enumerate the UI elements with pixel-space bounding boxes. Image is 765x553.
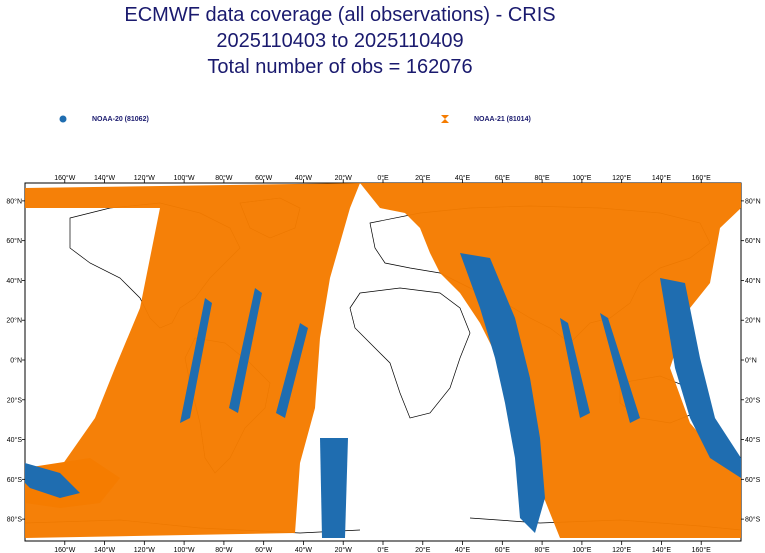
title-line-3: Total number of obs = 162076 — [207, 56, 473, 78]
lon-tick-label: 120°E — [612, 546, 631, 553]
lon-tick-label: 80°W — [215, 174, 233, 182]
lon-tick-label: 20°E — [415, 174, 431, 182]
lon-tick-label: 0°E — [377, 546, 389, 553]
lon-tick-label: 40°E — [455, 174, 471, 182]
lon-tick-label: 100°W — [174, 174, 195, 182]
circle-marker-icon — [59, 115, 67, 123]
lon-tick-label: 100°E — [572, 546, 591, 553]
noaa20-swath-tracks — [25, 253, 741, 538]
legend-item-noaa21: NOAA-21 (81014) — [440, 114, 531, 124]
lon-tick-label: 60°W — [255, 546, 273, 553]
title-line-2: 2025110403 to 2025110409 — [216, 30, 464, 52]
lat-tick-label: 80°N — [745, 197, 761, 205]
lon-ticks-top: 160°W 140°W 120°W 100°W 80°W 60°W 40°W 20°W 0°E 2… — [54, 174, 711, 183]
lon-tick-label: 140°W — [94, 174, 115, 182]
lat-tick-label: 40°N — [6, 277, 22, 285]
hourglass-marker-icon — [441, 115, 449, 123]
lon-tick-label: 80°E — [534, 546, 550, 553]
lon-tick-label: 40°E — [455, 546, 471, 553]
legend-label-noaa20: NOAA-20 (81062) — [92, 115, 149, 123]
lat-tick-label: 80°S — [7, 516, 23, 524]
lon-tick-label: 60°E — [495, 546, 511, 553]
lat-tick-label: 40°N — [745, 277, 761, 285]
lat-tick-label: 0°N — [745, 357, 757, 365]
lon-tick-label: 20°W — [335, 546, 353, 553]
lon-tick-label: 20°W — [335, 174, 353, 182]
lon-tick-label: 60°W — [255, 174, 273, 182]
lat-tick-label: 80°S — [745, 516, 761, 524]
coverage-map: 160°W 140°W 120°W 100°W 80°W 60°W 40°W 20°W 0°E 2… — [6, 174, 761, 553]
lon-tick-label: 40°W — [295, 546, 313, 553]
lat-tick-label: 60°N — [745, 237, 761, 245]
lon-tick-label: 160°E — [692, 174, 711, 182]
lon-tick-label: 140°E — [652, 174, 671, 182]
legend-label-noaa21: NOAA-21 (81014) — [474, 115, 531, 123]
lat-tick-label: 60°S — [745, 476, 761, 484]
lon-tick-label: 140°E — [652, 546, 671, 553]
lon-tick-label: 160°W — [54, 546, 75, 553]
lon-tick-label: 20°E — [415, 546, 431, 553]
lon-tick-label: 80°E — [534, 174, 550, 182]
lon-tick-label: 100°W — [174, 546, 195, 553]
lon-tick-label: 40°W — [295, 174, 313, 182]
lat-tick-label: 20°N — [6, 317, 22, 325]
lon-tick-label: 60°E — [495, 174, 511, 182]
title-block: ECMWF data coverage (all observations) -… — [0, 2, 680, 80]
lat-tick-label: 20°S — [745, 396, 761, 404]
legend-item-noaa20: NOAA-20 (81062) — [58, 114, 149, 124]
lat-tick-label: 20°S — [7, 396, 23, 404]
lon-tick-label: 140°W — [94, 546, 115, 553]
lon-tick-label: 120°E — [612, 174, 631, 182]
title-line-1: ECMWF data coverage (all observations) -… — [124, 4, 556, 26]
lon-tick-label: 120°W — [134, 174, 155, 182]
lat-tick-label: 20°N — [745, 317, 761, 325]
lon-tick-label: 100°E — [572, 174, 591, 182]
lon-tick-label: 80°W — [215, 546, 233, 553]
lon-tick-label: 160°E — [692, 546, 711, 553]
lat-ticks-right: 80°N 60°N 40°N 20°N 0°N 20°S 40°S 60°S 80°S — [741, 197, 761, 524]
lat-tick-label: 80°N — [6, 197, 22, 205]
lon-tick-label: 120°W — [134, 546, 155, 553]
lon-ticks-bottom: 160°W 140°W 120°W 100°W 80°W 60°W 40°W 20°W 0°E 2… — [54, 541, 711, 553]
lat-tick-label: 60°N — [6, 237, 22, 245]
lat-tick-label: 40°S — [7, 436, 23, 444]
lon-tick-label: 0°E — [377, 174, 389, 182]
lat-tick-label: 40°S — [745, 436, 761, 444]
lat-ticks-left: 80°N 60°N 40°N 20°N 0°N 20°S 40°S 60°S 80°S — [6, 197, 25, 524]
lat-tick-label: 60°S — [7, 476, 23, 484]
lat-tick-label: 0°N — [10, 357, 22, 365]
lon-tick-label: 160°W — [54, 174, 75, 182]
